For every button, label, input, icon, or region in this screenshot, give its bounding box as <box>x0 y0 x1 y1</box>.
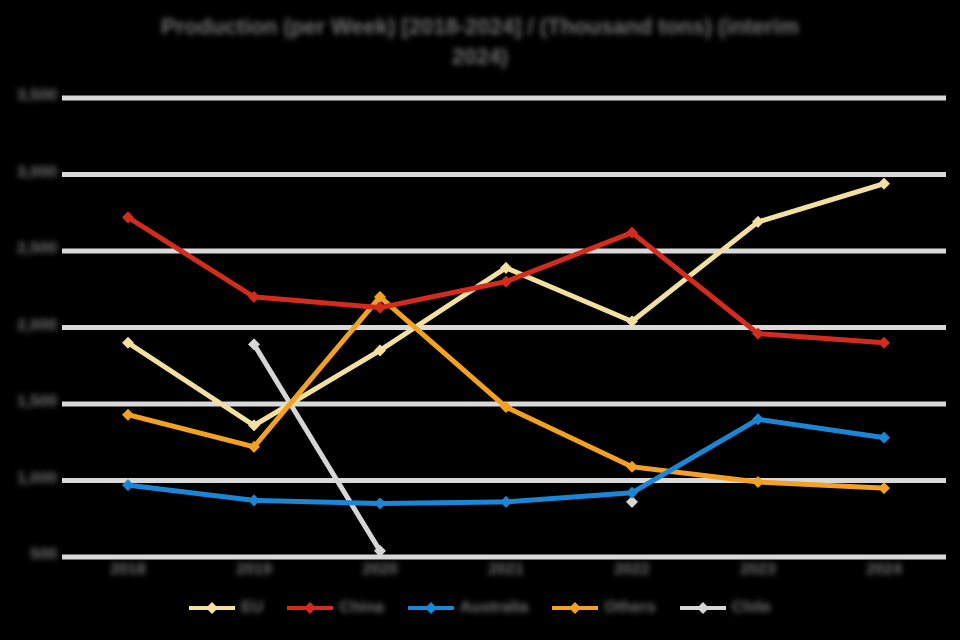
diamond-marker <box>500 261 512 274</box>
series-line-australia <box>127 416 885 506</box>
plot-area <box>62 95 946 560</box>
x-axis-tick-label: 2023 <box>740 561 776 578</box>
diamond-marker <box>500 401 512 414</box>
diamond-marker <box>122 211 134 224</box>
diamond-marker <box>626 460 638 473</box>
diamond-marker <box>752 327 764 340</box>
diamond-marker-icon <box>696 602 709 614</box>
diamond-marker <box>248 290 260 303</box>
chart-title-line2: 2024) <box>451 44 509 69</box>
diamond-marker <box>878 431 890 444</box>
y-axis-tick-label: 3,500 <box>16 87 57 104</box>
legend-item-eu: EU <box>189 599 263 617</box>
chart-title-line1: Production (per Week) [2018-2024] / (Tho… <box>161 14 799 39</box>
diamond-marker <box>752 476 764 489</box>
diamond-marker <box>878 336 890 349</box>
diamond-marker <box>374 290 386 303</box>
x-axis-tick-label: 2018 <box>110 561 146 578</box>
diamond-marker <box>374 344 386 357</box>
diamond-marker-icon <box>569 602 582 614</box>
diamond-marker <box>248 338 260 351</box>
legend-label: Australia <box>459 599 529 616</box>
diamond-marker <box>626 315 638 328</box>
legend: EU China Australia Others Chile <box>0 599 960 617</box>
diamond-marker <box>752 413 764 426</box>
y-axis-tick-label: 2,000 <box>16 316 57 334</box>
diamond-marker <box>878 482 890 495</box>
x-axis-tick-label: 2019 <box>236 561 272 578</box>
diamond-marker <box>248 494 260 507</box>
diamond-marker <box>500 275 512 288</box>
legend-label: Others <box>604 599 656 616</box>
legend-item-china: China <box>287 599 384 617</box>
series-line-chile <box>251 343 383 553</box>
legend-label: EU <box>241 599 264 616</box>
chart-title: Production (per Week) [2018-2024] / (Tho… <box>0 12 960 72</box>
diamond-marker <box>374 544 386 557</box>
legend-swatch-australia <box>407 602 454 614</box>
y-axis-tick-label: 3,000 <box>16 163 57 181</box>
diamond-marker <box>248 440 260 453</box>
diamond-marker <box>626 495 638 508</box>
diamond-marker <box>122 336 134 349</box>
legend-item-chile: Chile <box>679 599 771 617</box>
x-axis-tick-label: 2020 <box>362 561 398 578</box>
diamond-marker <box>374 301 386 314</box>
diamond-marker <box>122 408 134 421</box>
y-axis-tick-label: 1,000 <box>16 469 57 487</box>
legend-swatch-eu <box>189 602 236 614</box>
series-line-eu <box>126 181 885 428</box>
y-axis-tick-label: 500 <box>30 546 57 563</box>
legend-swatch-others <box>552 602 599 614</box>
x-axis-tick-label: 2022 <box>614 561 650 578</box>
diamond-marker <box>122 479 134 492</box>
diamond-marker <box>626 226 638 239</box>
diamond-marker-icon <box>304 602 317 614</box>
legend-label: Chile <box>731 599 771 616</box>
diamond-marker-icon <box>206 602 219 614</box>
x-axis-tick-label: 2024 <box>866 561 902 578</box>
diamond-marker <box>626 486 638 499</box>
diamond-marker <box>374 497 386 510</box>
legend-swatch-china <box>287 602 334 614</box>
x-axis-tick-label: 2021 <box>488 561 524 578</box>
legend-item-australia: Australia <box>407 599 529 617</box>
y-axis-tick-label: 1,500 <box>16 393 57 410</box>
legend-item-others: Others <box>552 599 656 617</box>
diamond-marker <box>500 495 512 508</box>
legend-label: China <box>339 599 384 616</box>
legend-swatch-chile <box>679 602 726 614</box>
diamond-marker-icon <box>424 602 437 614</box>
diamond-marker <box>752 215 764 228</box>
diamond-marker <box>248 419 260 432</box>
y-axis-tick-label: 2,500 <box>16 240 57 257</box>
diamond-marker <box>878 177 890 190</box>
